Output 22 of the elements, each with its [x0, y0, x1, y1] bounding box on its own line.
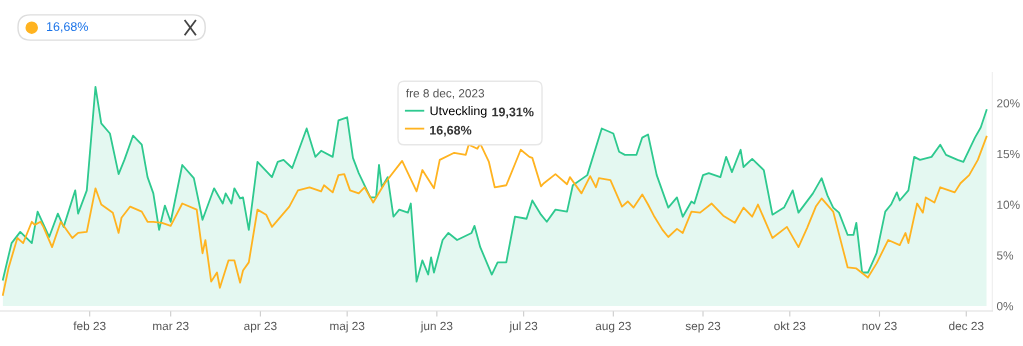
- line-series: [1, 135, 988, 296]
- y-tick-label: 10%: [997, 200, 1020, 209]
- y-tick-label: 0%: [996, 302, 1014, 311]
- y-tick-label: 5%: [996, 251, 1014, 260]
- x-tick-label: sep 23: [685, 321, 721, 333]
- annotation: 16,68%: [430, 125, 472, 137]
- x-tick-label: aug 23: [595, 321, 631, 333]
- annotation: 19,31%: [492, 107, 534, 119]
- x-tick-label: jul 23: [509, 321, 538, 333]
- y-tick-label: 15%: [997, 149, 1020, 159]
- x-tick-label: nov 23: [862, 321, 897, 331]
- x-tick-label: dec 23: [949, 321, 984, 331]
- legend-label: Utveckling: [430, 106, 487, 118]
- x-tick-label: maj 23: [330, 321, 365, 333]
- x-tick-label: mar 23: [153, 321, 189, 331]
- x-tick-label: feb 23: [73, 321, 106, 331]
- text: 16,68%: [46, 22, 88, 33]
- x-tick-label: apr 23: [244, 321, 277, 333]
- y-tick-label: 20%: [997, 99, 1020, 108]
- legend-title: fre 8 dec, 2023: [406, 88, 485, 99]
- x-tick-label: okt 23: [774, 321, 806, 331]
- x-tick-label: jun 23: [420, 321, 453, 333]
